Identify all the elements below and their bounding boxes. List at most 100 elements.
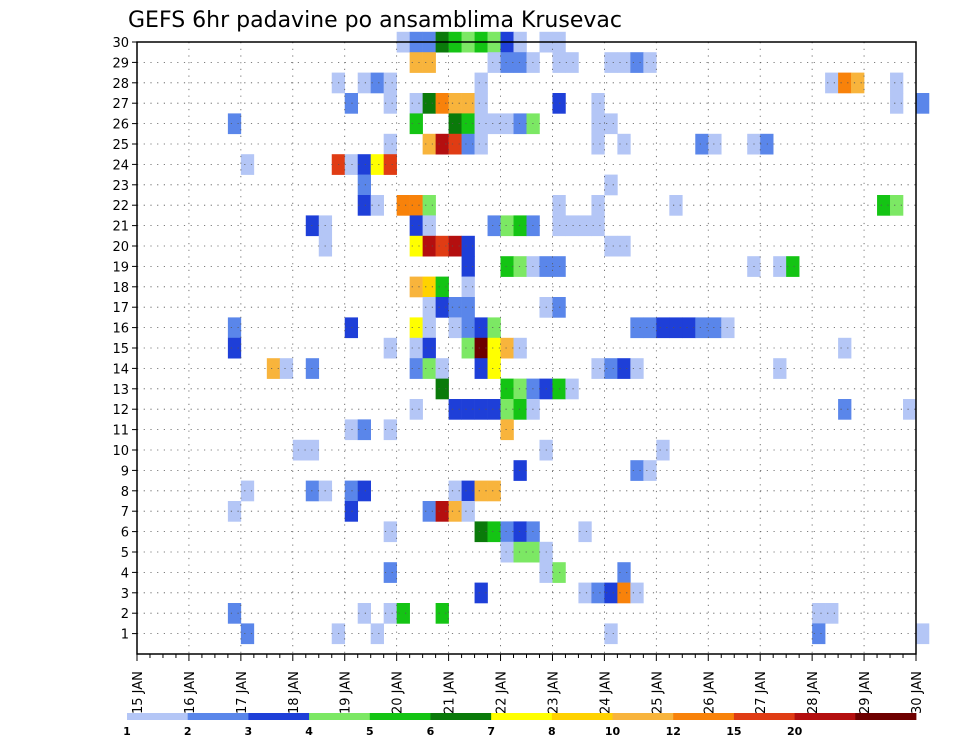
y-tick-label: 8 — [121, 485, 129, 500]
precip-cell — [591, 582, 605, 604]
legend-label: 8 — [548, 725, 556, 738]
precip-cell — [695, 133, 709, 155]
precip-cell — [422, 215, 436, 237]
precip-cell — [461, 480, 475, 502]
precip-cell — [383, 133, 397, 155]
y-tick-label: 14 — [112, 362, 129, 377]
legend-color-swatch — [248, 713, 310, 720]
precip-cell — [344, 154, 359, 175]
precip-cell — [227, 317, 242, 339]
precip-cell — [435, 378, 449, 400]
legend-color-swatch — [612, 713, 674, 720]
precip-cell — [617, 235, 631, 257]
precip-cell — [487, 480, 501, 502]
precip-cell — [240, 623, 255, 645]
precip-cell — [838, 72, 852, 94]
precip-cell — [461, 235, 475, 257]
precip-cell — [812, 623, 826, 645]
axes: 1234567891011121314151617181920212223242… — [112, 36, 925, 714]
precip-cell — [643, 317, 657, 339]
precip-cell — [773, 358, 787, 379]
legend-label: 2 — [184, 725, 192, 738]
y-tick-label: 16 — [112, 322, 129, 337]
precip-cell — [838, 399, 852, 420]
precip-cell — [916, 93, 930, 114]
precip-cell — [474, 72, 488, 94]
x-tick-label: 15 JAN — [131, 671, 146, 714]
precip-cell — [604, 235, 618, 257]
y-tick-label: 19 — [112, 260, 129, 275]
x-tick-label: 25 JAN — [650, 671, 665, 714]
precip-cell — [448, 480, 462, 502]
precip-cell — [448, 297, 462, 318]
precip-cell — [396, 603, 410, 624]
precip-cell — [435, 133, 449, 155]
precip-cell — [630, 317, 644, 339]
precip-cell — [604, 52, 618, 73]
precip-cell — [383, 337, 397, 359]
y-tick-label: 24 — [112, 158, 129, 173]
precip-cell — [305, 215, 320, 237]
precip-cell — [383, 521, 397, 543]
precip-cell — [617, 562, 631, 583]
x-tick-label: 23 JAN — [546, 671, 561, 714]
precip-cell — [630, 358, 644, 379]
precip-cell — [708, 317, 722, 339]
precip-cell — [500, 337, 514, 359]
precip-cell — [448, 399, 462, 420]
precip-cell — [786, 256, 800, 277]
precip-cell — [500, 113, 514, 135]
precip-cell — [656, 439, 670, 461]
y-tick-label: 27 — [112, 97, 129, 112]
precip-cell — [370, 195, 384, 216]
precip-cell — [591, 133, 605, 155]
precip-cell — [344, 480, 359, 502]
legend-color-swatch — [673, 713, 735, 720]
legend-label: 12 — [666, 725, 681, 738]
precip-cell — [890, 72, 904, 94]
precip-cell — [409, 276, 423, 298]
precip-cell — [422, 52, 436, 73]
legend-label: 6 — [427, 725, 435, 738]
precip-cell — [513, 521, 527, 543]
precip-cell — [903, 399, 917, 420]
precip-cell — [513, 113, 527, 135]
precip-cell — [461, 317, 475, 339]
precip-cell — [344, 501, 359, 522]
precip-cell — [383, 93, 397, 114]
precip-cell — [617, 52, 631, 73]
precip-cell — [422, 133, 436, 155]
legend-label: 1 — [123, 725, 131, 738]
x-tick-label: 18 JAN — [287, 671, 302, 714]
y-tick-label: 2 — [121, 607, 129, 622]
precip-cell — [227, 113, 242, 135]
precip-cell — [500, 541, 514, 563]
precip-cell — [708, 133, 722, 155]
precip-cell — [422, 317, 436, 339]
legend-label: 7 — [487, 725, 495, 738]
precip-cell — [357, 72, 371, 94]
precip-cell — [474, 358, 488, 379]
precip-cell — [409, 399, 423, 420]
precip-cell — [435, 276, 449, 298]
precip-cell — [500, 215, 514, 237]
precip-cell — [461, 337, 475, 359]
precip-cell — [383, 72, 397, 94]
precip-cell — [357, 195, 371, 216]
x-tick-label: 29 JAN — [858, 671, 873, 714]
precip-cell — [513, 337, 527, 359]
precip-cell — [656, 317, 670, 339]
precip-cell — [357, 603, 371, 624]
legend-color-swatch — [794, 713, 856, 720]
precip-cell — [812, 603, 826, 624]
precip-cell — [643, 52, 657, 73]
precip-cell — [487, 113, 501, 135]
precip-cell — [500, 521, 514, 543]
precip-cell — [643, 460, 657, 481]
precip-cell — [513, 460, 527, 481]
y-tick-label: 5 — [121, 546, 129, 561]
precip-cell — [357, 154, 371, 175]
y-tick-label: 30 — [112, 36, 129, 51]
y-tick-label: 23 — [112, 179, 129, 194]
x-tick-label: 22 JAN — [495, 671, 510, 714]
